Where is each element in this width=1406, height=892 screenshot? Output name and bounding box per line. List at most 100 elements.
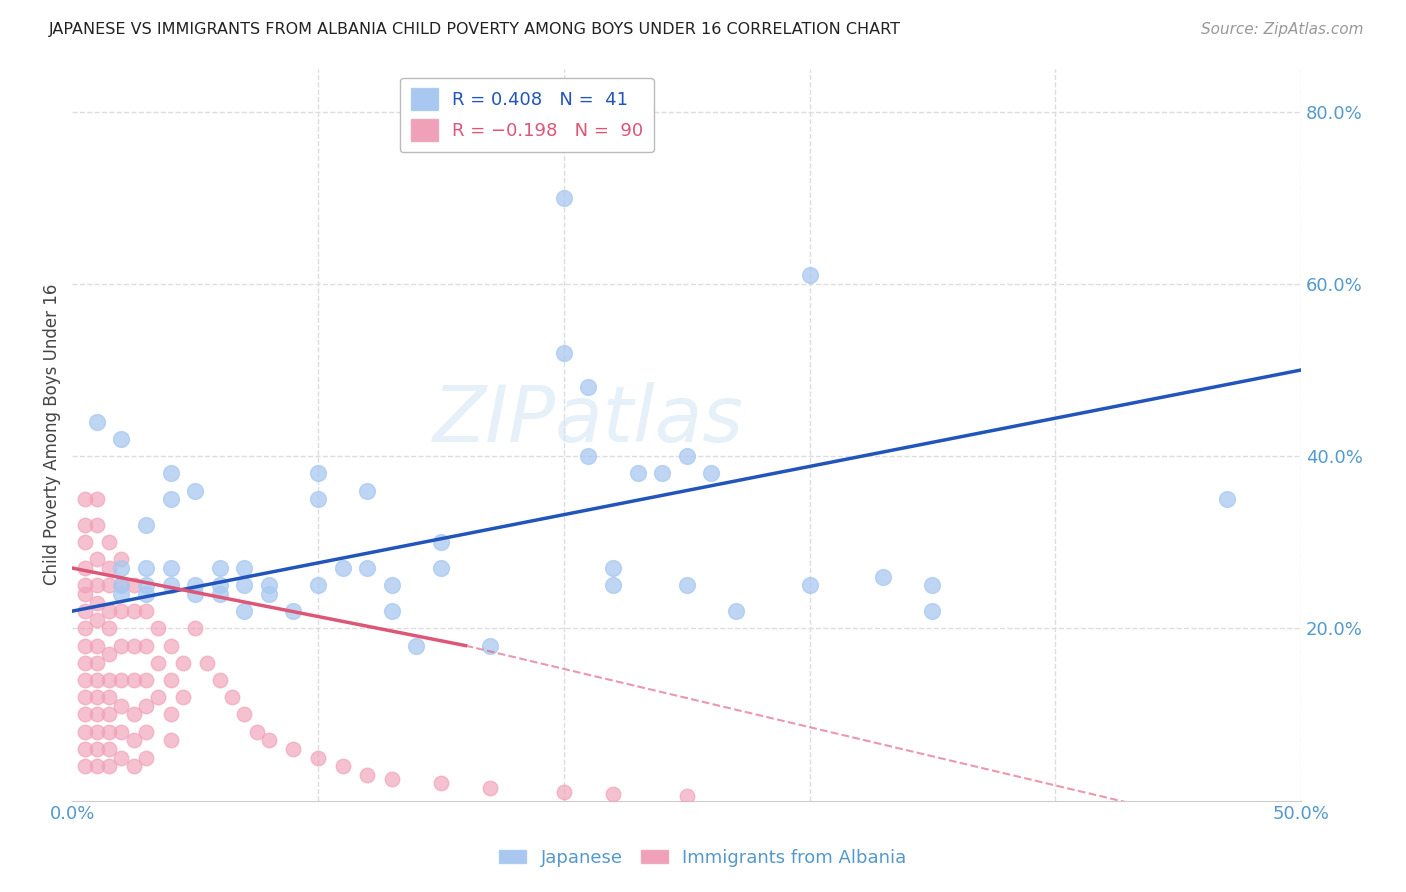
Point	[307, 467, 329, 481]
Point	[73, 724, 96, 739]
Legend: Japanese, Immigrants from Albania: Japanese, Immigrants from Albania	[492, 842, 914, 874]
Point	[73, 561, 96, 575]
Text: JAPANESE VS IMMIGRANTS FROM ALBANIA CHILD POVERTY AMONG BOYS UNDER 16 CORRELATIO: JAPANESE VS IMMIGRANTS FROM ALBANIA CHIL…	[49, 22, 901, 37]
Point	[148, 656, 170, 670]
Point	[110, 724, 132, 739]
Point	[86, 415, 108, 429]
Point	[98, 578, 121, 592]
Point	[257, 587, 280, 601]
Point	[86, 673, 108, 687]
Point	[135, 673, 157, 687]
Point	[602, 561, 624, 575]
Point	[86, 578, 108, 592]
Point	[553, 191, 575, 205]
Point	[430, 535, 453, 549]
Point	[98, 724, 121, 739]
Point	[307, 750, 329, 764]
Point	[135, 561, 157, 575]
Point	[576, 449, 599, 463]
Point	[381, 578, 404, 592]
Legend: R = 0.408   N =  41, R = −0.198   N =  90: R = 0.408 N = 41, R = −0.198 N = 90	[399, 78, 654, 153]
Point	[86, 742, 108, 756]
Text: ZIPatlas: ZIPatlas	[433, 382, 744, 458]
Point	[73, 707, 96, 722]
Point	[159, 467, 181, 481]
Point	[98, 561, 121, 575]
Point	[799, 268, 821, 283]
Point	[98, 647, 121, 661]
Point	[381, 772, 404, 786]
Point	[233, 604, 256, 618]
Point	[135, 587, 157, 601]
Point	[553, 345, 575, 359]
Point	[159, 492, 181, 507]
Point	[724, 604, 747, 618]
Point	[159, 673, 181, 687]
Point	[675, 789, 697, 804]
Point	[86, 492, 108, 507]
Point	[172, 656, 194, 670]
Point	[221, 690, 243, 705]
Point	[98, 759, 121, 773]
Point	[872, 570, 894, 584]
Point	[73, 578, 96, 592]
Point	[73, 656, 96, 670]
Point	[356, 561, 378, 575]
Point	[172, 690, 194, 705]
Point	[700, 467, 723, 481]
Point	[184, 587, 207, 601]
Point	[135, 724, 157, 739]
Point	[626, 467, 648, 481]
Point	[602, 578, 624, 592]
Point	[122, 733, 145, 747]
Point	[921, 604, 943, 618]
Point	[184, 483, 207, 498]
Point	[86, 656, 108, 670]
Point	[307, 578, 329, 592]
Point	[122, 604, 145, 618]
Point	[110, 604, 132, 618]
Point	[332, 759, 354, 773]
Point	[332, 561, 354, 575]
Point	[233, 578, 256, 592]
Point	[110, 561, 132, 575]
Point	[1216, 492, 1239, 507]
Point	[159, 578, 181, 592]
Point	[110, 639, 132, 653]
Point	[86, 707, 108, 722]
Point	[233, 561, 256, 575]
Point	[208, 561, 231, 575]
Point	[307, 492, 329, 507]
Point	[73, 673, 96, 687]
Point	[257, 578, 280, 592]
Point	[479, 780, 502, 795]
Point	[86, 613, 108, 627]
Point	[159, 733, 181, 747]
Point	[98, 690, 121, 705]
Point	[283, 742, 305, 756]
Point	[184, 621, 207, 635]
Point	[197, 656, 219, 670]
Point	[602, 787, 624, 801]
Point	[122, 578, 145, 592]
Point	[110, 587, 132, 601]
Point	[135, 604, 157, 618]
Point	[159, 639, 181, 653]
Point	[257, 733, 280, 747]
Point	[159, 561, 181, 575]
Point	[110, 673, 132, 687]
Point	[799, 578, 821, 592]
Point	[479, 639, 502, 653]
Point	[233, 707, 256, 722]
Point	[122, 759, 145, 773]
Point	[110, 552, 132, 566]
Point	[86, 518, 108, 533]
Point	[283, 604, 305, 618]
Point	[86, 552, 108, 566]
Point	[135, 518, 157, 533]
Point	[73, 535, 96, 549]
Point	[148, 621, 170, 635]
Point	[381, 604, 404, 618]
Point	[675, 449, 697, 463]
Point	[98, 673, 121, 687]
